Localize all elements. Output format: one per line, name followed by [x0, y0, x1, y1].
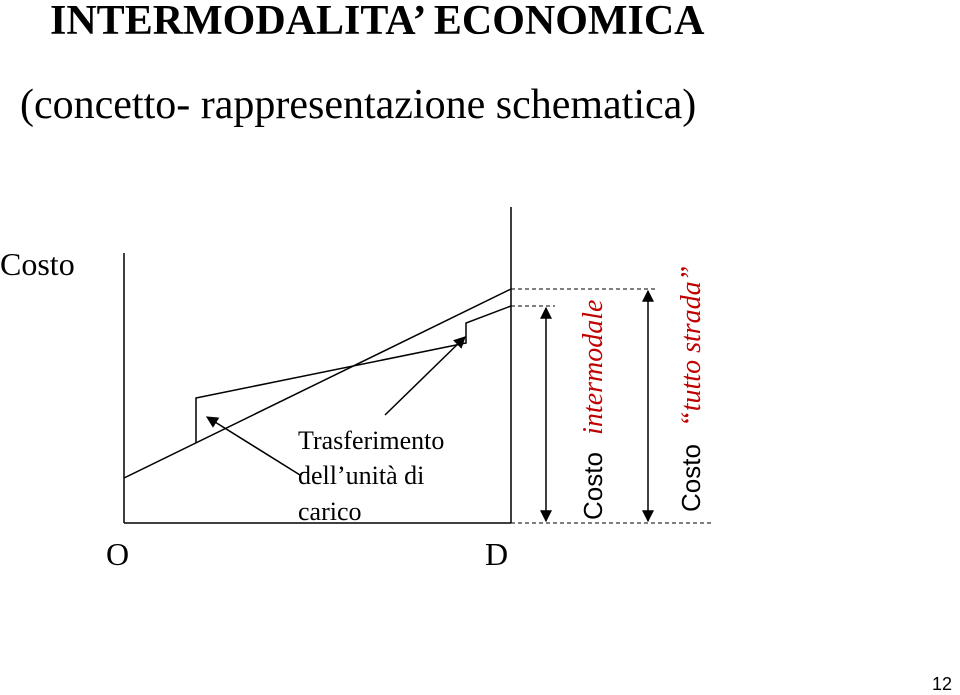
annotation-line: carico [298, 497, 362, 526]
road-label: Costo “tutto strada” [676, 266, 707, 512]
title: INTERMODALITA’ ECONOMICA [50, 0, 705, 44]
label-text: “tutto strada” [676, 266, 707, 427]
label-text: intermodale [578, 300, 609, 435]
intermodal-label: Costo intermodale [578, 300, 609, 520]
annotation-line: dell’unità di [298, 461, 424, 490]
annotation-line: Trasferimento [298, 426, 444, 455]
page-number: 12 [932, 674, 952, 694]
intermodal-cost-line [195, 305, 512, 443]
subtitle: (concetto- rappresentazione schematica) [20, 82, 696, 128]
annotation-arrow [205, 416, 301, 476]
annotation-arrow [384, 336, 466, 416]
label-prefix: Costo [676, 444, 706, 512]
origin-label: O [106, 536, 129, 572]
road-cost-line [123, 288, 512, 479]
label-prefix: Costo [578, 452, 608, 520]
y-axis-label: Costo [0, 246, 75, 282]
destination-label: D [485, 536, 508, 572]
